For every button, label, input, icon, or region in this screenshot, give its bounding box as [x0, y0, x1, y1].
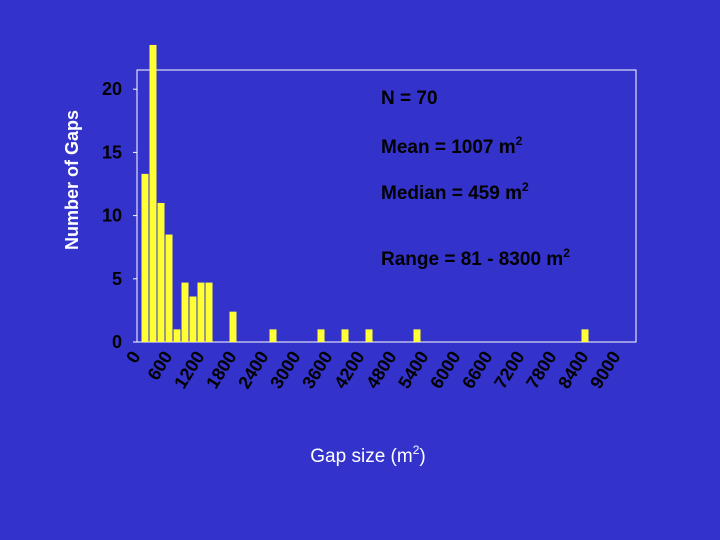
bars: [141, 44, 589, 343]
bar-5250: [413, 329, 421, 342]
y-tick-label: 15: [102, 142, 122, 162]
x-tick-label: 1800: [202, 348, 240, 393]
y-tick-label: 5: [112, 269, 122, 289]
x-tick-label: 8400: [554, 348, 592, 393]
annotation-3: Range = 81 - 8300 m2: [381, 246, 570, 270]
x-tick-label: 7800: [522, 348, 560, 393]
bar-600: [165, 234, 173, 342]
bar-300: [149, 44, 157, 343]
x-tick-label: 1200: [170, 348, 208, 393]
x-tick-label: 7200: [490, 348, 528, 393]
x-tick-labels: 0 600120018002400300036004200480054006000…: [122, 348, 624, 393]
y-axis-title: Number of Gaps: [62, 110, 82, 250]
bar-2550: [269, 329, 277, 342]
x-tick-label: 3600: [298, 348, 336, 393]
y-tick-label: 0: [112, 332, 122, 352]
annotations: N = 70 Mean = 1007 m2 Median = 459 m2 Range…: [381, 88, 570, 270]
x-tick-label: 0: [122, 348, 144, 367]
y-tick-marks: [133, 88, 137, 343]
bar-8400: [581, 329, 589, 342]
y-tick-label: 20: [102, 79, 122, 99]
x-tick-label: 6000: [426, 348, 464, 393]
x-tick-label: 4200: [330, 348, 368, 393]
bar-750: [173, 329, 181, 342]
bar-450: [157, 202, 165, 342]
x-tick-label: 6600: [458, 348, 496, 393]
bar-1050: [189, 296, 197, 342]
bar-900: [181, 282, 189, 342]
bar-1800: [229, 311, 237, 342]
x-axis-title: Gap size (m2): [310, 443, 425, 467]
bar-3450: [317, 329, 325, 342]
x-tick-label: 2400: [234, 348, 272, 393]
bar-4350: [365, 329, 373, 342]
x-tick-label: 4800: [362, 348, 400, 393]
bar-3900: [341, 329, 349, 342]
bar-1200: [197, 282, 205, 342]
annotation-2: Median = 459 m2: [381, 180, 529, 204]
y-tick-labels: 0 5 10 15 20: [102, 79, 122, 352]
x-tick-label: 3000: [266, 348, 304, 393]
y-tick-label: 10: [102, 206, 122, 226]
bar-1350: [205, 282, 213, 342]
annotation-1: Mean = 1007 m2: [381, 134, 523, 158]
x-tick-label: 9000: [586, 348, 624, 393]
annotation-0: N = 70: [381, 88, 438, 109]
bar-150: [141, 173, 149, 342]
x-tick-label: 5400: [394, 348, 432, 393]
plot-frame: [136, 69, 637, 343]
